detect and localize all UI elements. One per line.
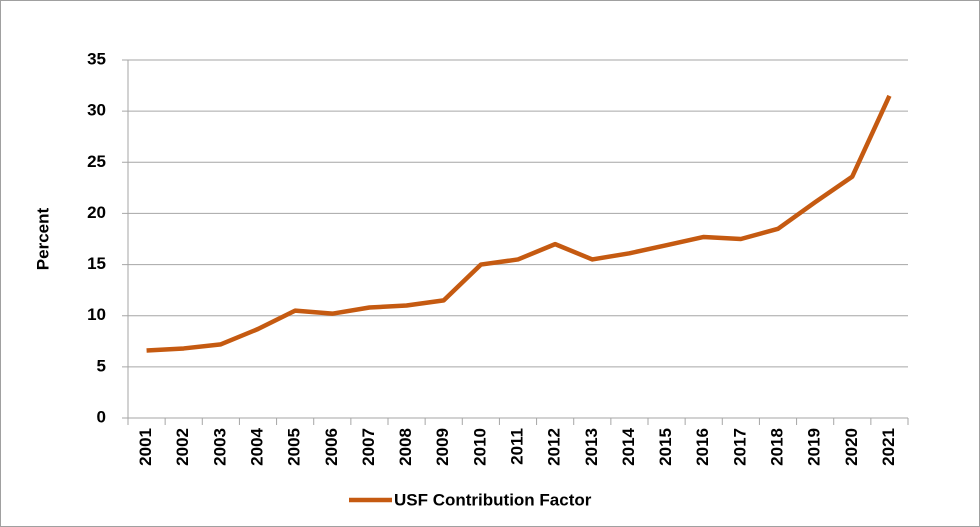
y-tick-label: 25 — [87, 152, 106, 171]
x-tick-label: 2012 — [545, 428, 564, 466]
x-tick-label: 2002 — [173, 428, 192, 466]
y-tick-label: 15 — [87, 254, 106, 273]
legend-label: USF Contribution Factor — [394, 490, 592, 509]
x-tick-label: 2003 — [210, 428, 229, 466]
x-tick-label: 2004 — [247, 427, 266, 465]
y-tick-label: 35 — [87, 49, 106, 68]
y-tick-label: 5 — [97, 356, 106, 375]
y-axis-label: Percent — [33, 207, 52, 270]
line-series — [146, 94, 892, 353]
x-tick-label: 2017 — [730, 428, 749, 466]
x-tick-label: 2007 — [359, 428, 378, 466]
x-tick-label: 2008 — [396, 428, 415, 466]
x-tick-label: 2011 — [507, 428, 526, 465]
x-tick-label: 2013 — [582, 428, 601, 466]
x-tick-label: 2015 — [656, 428, 675, 466]
x-tick-label: 2001 — [136, 428, 155, 466]
y-tick-label: 0 — [97, 407, 106, 426]
x-tick-label: 2009 — [433, 428, 452, 466]
x-tick-label: 2014 — [619, 427, 638, 465]
x-tick-label: 2006 — [322, 428, 341, 466]
x-tick-label: 2005 — [285, 428, 304, 466]
x-tick-label: 2010 — [470, 428, 489, 466]
y-tick-label: 30 — [87, 101, 106, 120]
x-tick-label: 2021 — [879, 428, 898, 466]
x-tick-label: 2016 — [693, 428, 712, 466]
x-tick-label: 2020 — [842, 428, 861, 466]
y-tick-label: 10 — [87, 305, 106, 324]
x-tick-label: 2018 — [767, 428, 786, 466]
x-tick-label: 2019 — [805, 428, 824, 466]
y-tick-label: 20 — [87, 203, 106, 222]
